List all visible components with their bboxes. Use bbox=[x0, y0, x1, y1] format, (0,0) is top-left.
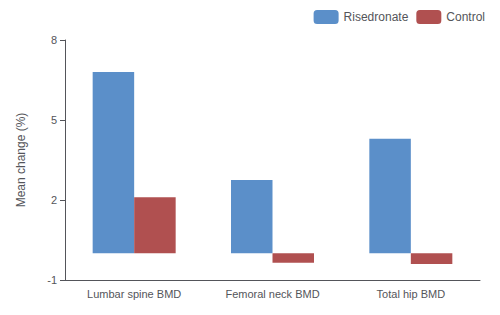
svg-text:Lumbar spine BMD: Lumbar spine BMD bbox=[87, 288, 181, 300]
svg-text:Mean change (%): Mean change (%) bbox=[14, 113, 28, 208]
svg-text:8: 8 bbox=[51, 34, 57, 46]
svg-text:Total hip BMD: Total hip BMD bbox=[377, 288, 446, 300]
svg-text:Risedronate: Risedronate bbox=[344, 10, 409, 24]
svg-text:Femoral neck BMD: Femoral neck BMD bbox=[225, 288, 319, 300]
svg-text:5: 5 bbox=[51, 114, 57, 126]
svg-text:2: 2 bbox=[51, 194, 57, 206]
svg-text:Control: Control bbox=[446, 10, 485, 24]
svg-text:-1: -1 bbox=[47, 274, 57, 286]
